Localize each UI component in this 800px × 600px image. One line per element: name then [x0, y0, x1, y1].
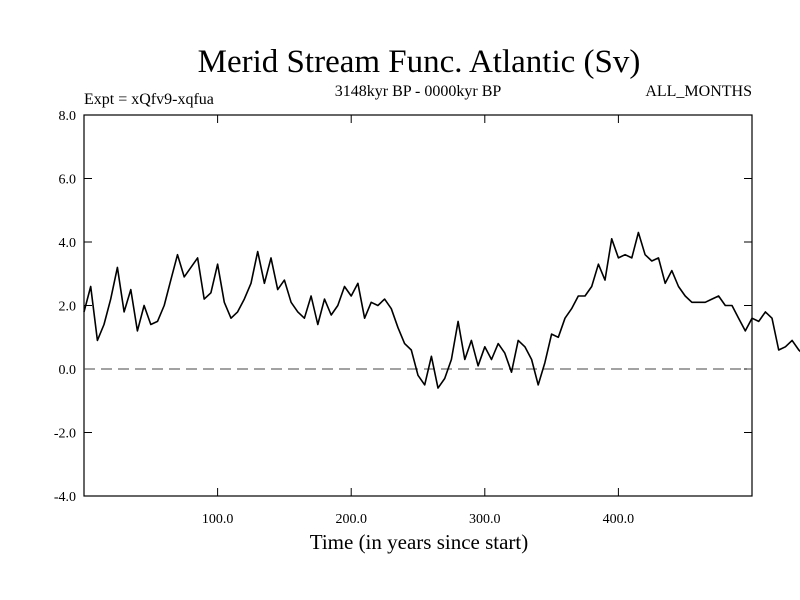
plot-frame — [83, 114, 753, 497]
x-axis: 100.0 200.0 300.0 400.0 — [202, 115, 634, 527]
y-tick-label: 6.0 — [59, 173, 77, 188]
months-label: ALL_MONTHS — [645, 83, 752, 100]
experiment-label: Expt = xQfv9-xqfua — [84, 91, 214, 108]
x-tick-label: 200.0 — [335, 512, 367, 527]
x-tick-label: 400.0 — [603, 512, 635, 527]
series-line-amoc — [83, 231, 800, 389]
period-label: 3148kyr BP - 0000kyr BP — [335, 83, 502, 100]
y-tick-label: 8.0 — [59, 109, 77, 124]
x-tick-label: 300.0 — [469, 512, 501, 527]
y-tick-label: -2.0 — [54, 427, 76, 442]
y-tick-label: 4.0 — [59, 236, 77, 251]
y-tick-label: -4.0 — [54, 490, 76, 505]
chart-title: Merid Stream Func. Atlantic (Sv) — [198, 44, 641, 80]
x-axis-label: Time (in years since start) — [310, 530, 529, 554]
y-axis: -4.0 -2.0 0.0 2.0 4.0 6.0 8.0 — [54, 109, 752, 505]
y-tick-label: 2.0 — [59, 300, 77, 315]
x-tick-label: 100.0 — [202, 512, 234, 527]
y-tick-label: 0.0 — [59, 363, 77, 378]
